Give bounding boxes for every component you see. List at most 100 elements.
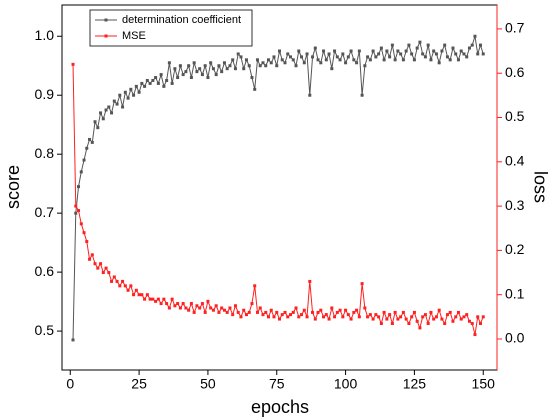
data-point bbox=[467, 319, 471, 323]
data-point bbox=[156, 297, 160, 301]
data-point bbox=[244, 313, 248, 317]
data-point bbox=[272, 55, 276, 59]
data-point bbox=[404, 317, 408, 321]
data-point bbox=[165, 302, 169, 306]
data-point bbox=[217, 64, 221, 68]
data-point bbox=[476, 315, 480, 319]
data-point bbox=[437, 308, 441, 312]
data-point bbox=[434, 52, 438, 56]
data-point bbox=[236, 52, 240, 56]
data-point bbox=[258, 306, 262, 310]
data-point bbox=[88, 257, 92, 261]
y2-axis-label: loss bbox=[530, 171, 550, 203]
data-point bbox=[377, 315, 381, 319]
data-point bbox=[206, 299, 210, 303]
data-point bbox=[253, 87, 257, 91]
data-point bbox=[341, 52, 345, 56]
data-point bbox=[101, 271, 105, 275]
data-point bbox=[302, 61, 306, 65]
data-point bbox=[341, 315, 345, 319]
data-point bbox=[429, 58, 433, 62]
data-point bbox=[363, 306, 367, 310]
data-point bbox=[448, 58, 452, 62]
data-point bbox=[462, 52, 466, 56]
data-point bbox=[74, 204, 78, 208]
data-point bbox=[349, 317, 353, 321]
data-point bbox=[294, 64, 298, 68]
data-point bbox=[476, 52, 480, 56]
data-point bbox=[242, 308, 246, 312]
data-point bbox=[357, 49, 361, 53]
data-point bbox=[399, 52, 403, 56]
data-point bbox=[294, 306, 298, 310]
y2-tick-label: 0.3 bbox=[505, 197, 525, 213]
data-point bbox=[220, 306, 224, 310]
data-point bbox=[335, 310, 339, 314]
data-point bbox=[448, 310, 452, 314]
data-point bbox=[338, 58, 342, 62]
data-point bbox=[222, 61, 226, 65]
data-point bbox=[308, 279, 312, 283]
data-point bbox=[396, 317, 400, 321]
data-point bbox=[269, 308, 273, 312]
data-point bbox=[118, 284, 122, 288]
data-point bbox=[371, 49, 375, 53]
data-point bbox=[302, 308, 306, 312]
data-point bbox=[305, 315, 309, 319]
x-tick-label: 125 bbox=[403, 376, 427, 392]
data-point bbox=[211, 308, 215, 312]
data-point bbox=[377, 52, 381, 56]
y2-tick-label: 0.4 bbox=[505, 153, 525, 169]
data-point bbox=[404, 49, 408, 53]
data-point bbox=[311, 310, 315, 314]
data-point bbox=[385, 317, 389, 321]
data-point bbox=[322, 49, 326, 53]
data-point bbox=[465, 313, 469, 317]
data-point bbox=[214, 304, 218, 308]
data-point bbox=[418, 326, 422, 330]
data-point bbox=[93, 120, 97, 124]
data-point bbox=[401, 58, 405, 62]
data-point bbox=[459, 317, 463, 321]
data-point bbox=[382, 58, 386, 62]
data-point bbox=[233, 67, 237, 71]
data-point bbox=[231, 58, 235, 62]
data-point bbox=[467, 46, 471, 50]
data-point bbox=[352, 58, 356, 62]
data-point bbox=[129, 284, 133, 288]
data-point bbox=[79, 222, 83, 226]
data-point bbox=[156, 81, 160, 85]
data-point bbox=[82, 231, 86, 235]
data-point bbox=[451, 46, 455, 50]
data-point bbox=[399, 315, 403, 319]
data-point bbox=[330, 67, 334, 71]
data-point bbox=[415, 46, 419, 50]
data-point bbox=[129, 87, 133, 91]
data-point bbox=[118, 93, 122, 97]
data-point bbox=[159, 73, 163, 77]
data-point bbox=[93, 262, 97, 266]
data-point bbox=[473, 34, 477, 38]
data-point bbox=[126, 288, 130, 292]
data-point bbox=[137, 90, 141, 94]
y-tick-label: 0.7 bbox=[35, 204, 55, 220]
data-point bbox=[132, 93, 136, 97]
data-point bbox=[319, 61, 323, 65]
data-point bbox=[390, 321, 394, 325]
data-point bbox=[324, 313, 328, 317]
data-point bbox=[151, 297, 155, 301]
data-point bbox=[316, 58, 320, 62]
data-point bbox=[250, 76, 254, 80]
data-point bbox=[355, 61, 359, 65]
data-point bbox=[88, 137, 92, 141]
data-point bbox=[148, 81, 152, 85]
data-point bbox=[412, 58, 416, 62]
data-point bbox=[374, 313, 378, 317]
data-point bbox=[382, 310, 386, 314]
data-point bbox=[437, 61, 441, 65]
y-tick-label: 1.0 bbox=[35, 27, 55, 43]
data-point bbox=[74, 211, 78, 215]
data-point bbox=[327, 317, 331, 321]
data-point bbox=[77, 209, 81, 213]
